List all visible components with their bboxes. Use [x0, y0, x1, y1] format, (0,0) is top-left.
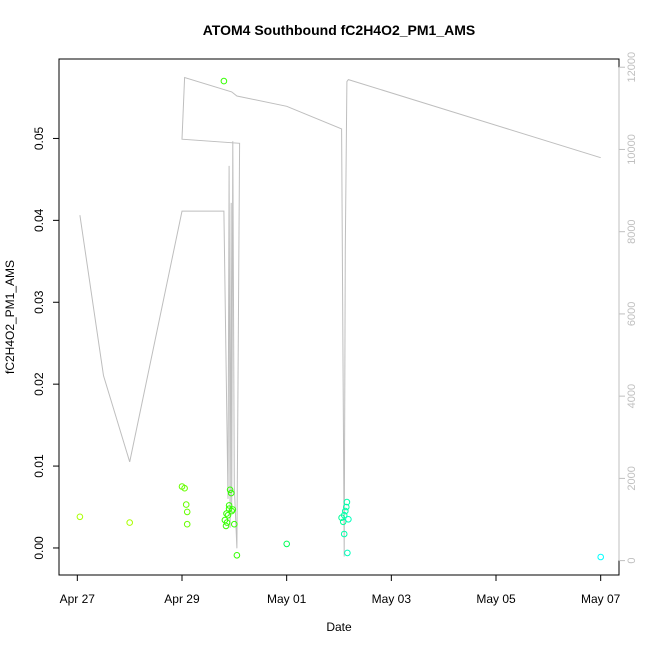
data-point [181, 484, 188, 492]
data-point [182, 501, 190, 508]
altitude-line-layer [79, 76, 601, 557]
y-tick-label: 0.04 [32, 208, 46, 232]
x-axis-label: Date [326, 620, 352, 634]
data-point [339, 518, 347, 526]
y2-tick-label: 4000 [626, 384, 638, 408]
chart-title: ATOM4 Southbound fC2H4O2_PM1_AMS [203, 22, 476, 38]
x-axis: Apr 27 Apr 29 May 01 May 03 May 05 May 07 [60, 574, 621, 606]
data-point [223, 519, 231, 526]
x-tick-label: May 07 [581, 592, 621, 606]
data-point [76, 513, 84, 521]
data-point [183, 508, 191, 516]
y2-tick-label: 6000 [626, 302, 638, 326]
data-point [343, 503, 350, 511]
data-point [597, 553, 605, 561]
y-tick-label: 0.05 [32, 126, 46, 150]
y2-tick-label: 10000 [626, 134, 638, 165]
y-tick-label: 0.03 [32, 290, 46, 314]
data-point [342, 507, 349, 515]
data-point [283, 540, 291, 548]
y-axis-left: 0.00 0.01 0.02 0.03 0.04 0.05 [32, 126, 60, 560]
data-point [231, 520, 238, 528]
y-tick-label: 0.00 [32, 536, 46, 560]
y-tick-label: 0.01 [32, 454, 46, 478]
data-point [126, 519, 133, 526]
x-tick-label: May 05 [476, 592, 516, 606]
data-point [225, 502, 233, 509]
y2-tick-label: 0 [626, 558, 638, 564]
data-point [229, 506, 237, 513]
y-tick-label: 0.02 [32, 372, 46, 396]
x-tick-label: May 03 [372, 592, 412, 606]
data-point [340, 530, 348, 538]
data-point [343, 498, 351, 506]
y-axis-label: fC2H4O2_PM1_AMS [3, 260, 17, 374]
x-tick-label: May 01 [267, 592, 307, 606]
y-axis-right: 0 2000 4000 6000 8000 10000 12000 [618, 52, 638, 564]
data-point [233, 552, 241, 559]
y2-tick-label: 8000 [626, 219, 638, 243]
data-point [222, 522, 230, 530]
scatter-points-layer [76, 77, 605, 561]
data-point [345, 516, 352, 523]
data-point [223, 510, 230, 517]
data-point [344, 549, 351, 557]
y2-tick-label: 2000 [626, 466, 638, 490]
plot-frame [58, 58, 620, 576]
data-point [228, 507, 235, 515]
altitude-line [79, 76, 601, 557]
data-point [340, 511, 348, 519]
data-point [224, 511, 232, 519]
data-point [226, 486, 234, 494]
x-tick-label: Apr 27 [60, 592, 96, 606]
data-point [183, 520, 191, 528]
data-point [220, 77, 228, 85]
data-point [227, 489, 235, 497]
y2-tick-label: 12000 [626, 52, 638, 83]
x-tick-label: Apr 29 [164, 592, 200, 606]
